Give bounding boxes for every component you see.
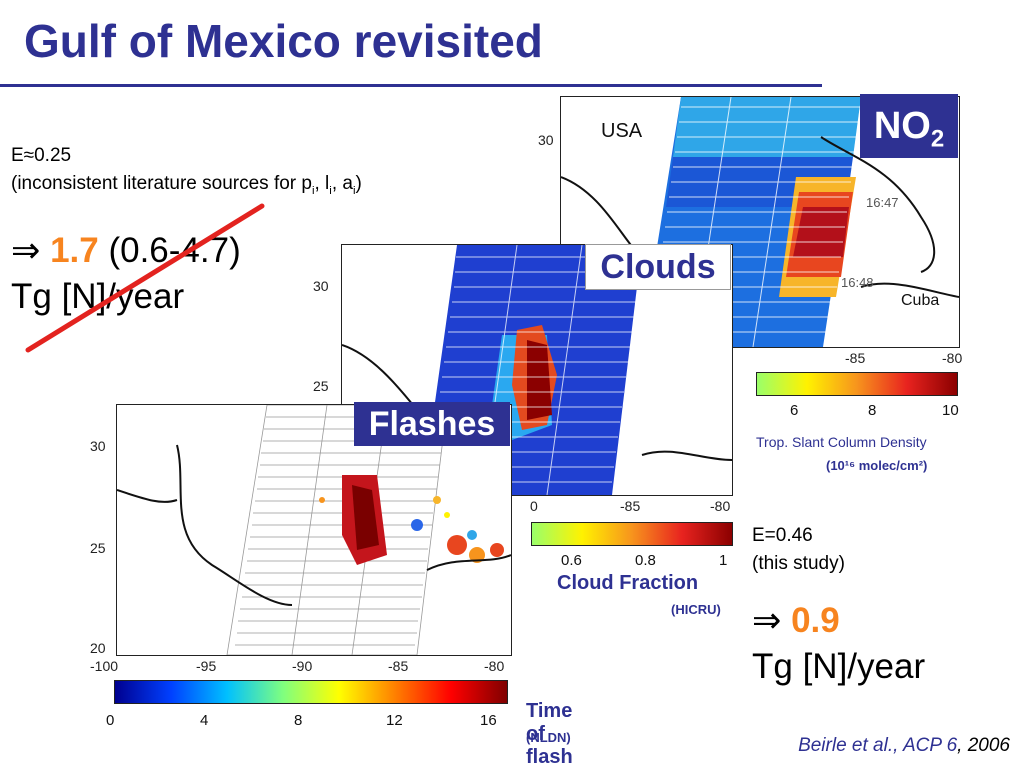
clouds-colorbar (531, 522, 733, 546)
flashes-cb-tick: 4 (200, 712, 209, 729)
clouds-axis-title: Cloud Fraction (557, 572, 699, 594)
literature-result-line: ⇒ 1.7 (0.6-4.7) (11, 228, 241, 274)
no2-time2: 16:48 (841, 275, 874, 290)
literature-range: (0.6-4.7) (108, 231, 241, 270)
no2-units: (10¹⁶ molec/cm²) (826, 458, 928, 473)
no2-colorbar (756, 372, 958, 396)
flashes-y-tick: 20 (90, 640, 106, 656)
literature-sub-l: i (329, 184, 332, 197)
flashes-panel: Flashes 30 25 20 -100 -95 -90 -85 -80 0 … (80, 400, 573, 768)
clouds-y-tick: 25 (313, 378, 329, 394)
clouds-label: Clouds (585, 244, 731, 290)
study-note: (this study) (752, 553, 845, 574)
flashes-y-tick: 25 (90, 540, 106, 556)
no2-y-tick: 30 (538, 132, 554, 148)
clouds-x-tick: -80 (710, 498, 731, 514)
literature-e-value: E≈0.25 (11, 145, 72, 166)
title-divider (0, 84, 822, 87)
flashes-x-tick: -90 (292, 658, 313, 674)
flashes-axis-title: Time of flash (526, 700, 573, 768)
flashes-cb-tick: 8 (294, 712, 303, 729)
literature-result: ⇒ 1.7 (0.6-4.7) Tg [N]/year (11, 228, 241, 320)
citation: Beirle et al., ACP 6, 2006 (798, 735, 1010, 757)
flashes-x-tick: -85 (388, 658, 409, 674)
literature-value: 1.7 (50, 231, 99, 270)
literature-note-prefix: (inconsistent literature sources for p (11, 173, 312, 194)
flashes-source: (NLDN) (526, 730, 571, 745)
literature-sub-a: i (352, 184, 356, 197)
study-e-value: E=0.46 (752, 525, 813, 546)
no2-axis-title: Trop. Slant Column Density (756, 434, 927, 450)
study-value: 0.9 (791, 601, 840, 640)
flashes-map (116, 404, 512, 656)
literature-sub-p: i (311, 184, 315, 197)
study-estimate: E=0.46 (this study) (752, 522, 845, 578)
no2-x-tick: -80 (942, 350, 963, 366)
no2-x-tick: -85 (845, 350, 866, 366)
literature-note-end: ) (355, 173, 362, 194)
literature-sep-a: , a (331, 173, 353, 194)
flashes-y-tick: 30 (90, 438, 106, 454)
implies-arrow: ⇒ (752, 601, 782, 640)
flashes-label-text: Flashes (368, 405, 496, 443)
study-unit: Tg [N]/year (752, 647, 926, 686)
implies-arrow: ⇒ (11, 231, 41, 270)
flashes-colorbar (114, 680, 508, 704)
clouds-x-tick: 0 (530, 498, 538, 514)
flashes-cb-tick: 0 (106, 712, 115, 729)
no2-label-main: NO (873, 105, 931, 147)
flashes-cb-tick: 16 (480, 712, 497, 729)
flashes-x-tick: -80 (484, 658, 505, 674)
flashes-cb-tick: 12 (386, 712, 403, 729)
no2-place-cuba: Cuba (901, 292, 939, 309)
no2-label-sub: 2 (930, 125, 945, 153)
flashes-x-tick: -100 (90, 658, 119, 674)
no2-place-usa: USA (601, 120, 643, 142)
flashes-x-tick: -95 (196, 658, 217, 674)
literature-unit: Tg [N]/year (11, 277, 185, 316)
no2-cb-tick: 6 (790, 402, 799, 419)
clouds-source: (HICRU) (671, 602, 721, 617)
clouds-x-tick: -85 (620, 498, 641, 514)
no2-cb-tick: 10 (942, 402, 959, 419)
literature-estimate: E≈0.25 (inconsistent literature sources … (11, 142, 362, 205)
literature-sep-l: , l (314, 173, 330, 194)
clouds-cb-tick: 0.8 (635, 552, 656, 569)
clouds-cb-tick: 0.6 (561, 552, 582, 569)
clouds-label-text: Clouds (600, 248, 716, 286)
clouds-cb-tick: 1 (719, 552, 728, 569)
no2-cb-tick: 8 (868, 402, 877, 419)
study-result-line: ⇒ 0.9 (752, 598, 925, 644)
clouds-y-tick: 30 (313, 278, 329, 294)
literature-note: (inconsistent literature sources for pi,… (11, 170, 362, 205)
flashes-map-graphic (117, 405, 511, 655)
no2-label: NO2 (860, 94, 958, 158)
flashes-label: Flashes (354, 402, 510, 446)
citation-year: , 2006 (957, 735, 1010, 756)
study-result: ⇒ 0.9 Tg [N]/year (752, 598, 925, 690)
citation-source: Beirle et al., ACP 6 (798, 735, 958, 756)
slide-title: Gulf of Mexico revisited (24, 15, 543, 67)
no2-time1: 16:47 (866, 195, 899, 210)
